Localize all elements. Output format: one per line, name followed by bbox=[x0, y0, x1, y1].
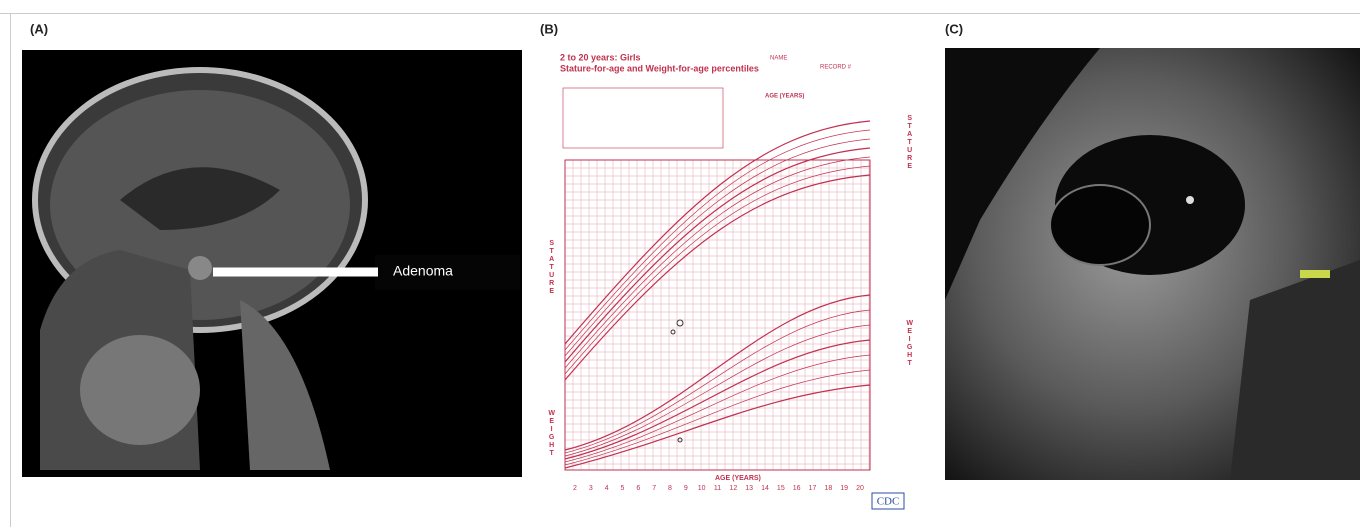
age-tick-label: 14 bbox=[761, 485, 769, 492]
record-label: RECORD # bbox=[820, 65, 852, 71]
age-tick-label: 18 bbox=[824, 485, 832, 492]
figure: (A) Adenoma (B) 2 to 20 years: Girls Sta… bbox=[0, 0, 1360, 527]
age-tick-label: 19 bbox=[840, 485, 848, 492]
age-tick-label: 7 bbox=[652, 485, 656, 492]
age-axis-top: AGE (YEARS) bbox=[765, 94, 804, 100]
age-tick-label: 11 bbox=[714, 485, 721, 492]
age-tick-label: 12 bbox=[729, 485, 737, 492]
cdc-logo: CDC bbox=[877, 496, 900, 508]
chart-title: 2 to 20 years: Girls bbox=[560, 52, 641, 62]
stature-label: STATURE bbox=[548, 240, 555, 296]
panel-label: (A) bbox=[30, 21, 48, 36]
age-tick-label: 4 bbox=[605, 485, 609, 492]
age-tick-label: 13 bbox=[745, 485, 753, 492]
age-tick-label: 3 bbox=[589, 485, 593, 492]
ultrasound-image bbox=[945, 48, 1360, 480]
weight-label: WEIGHT bbox=[547, 410, 555, 458]
age-axis: AGE (YEARS) bbox=[715, 475, 761, 482]
age-tick-label: 10 bbox=[698, 485, 706, 492]
age-tick-label: 5 bbox=[621, 485, 625, 492]
chart-subtitle: Stature-for-age and Weight-for-age perce… bbox=[560, 63, 759, 73]
weight-label-right: WEIGHT bbox=[905, 320, 913, 368]
page: {"panels":[ {"label":"(A)","annotation":… bbox=[0, 0, 1360, 532]
age-tick-label: 17 bbox=[809, 485, 817, 492]
age-tick-label: 20 bbox=[856, 485, 864, 492]
age-tick-label: 6 bbox=[636, 485, 640, 492]
stature-label-right: STATURE bbox=[906, 115, 913, 171]
age-tick-label: 15 bbox=[777, 485, 785, 492]
panel-label: (B) bbox=[540, 21, 558, 36]
age-tick-label: 2 bbox=[573, 485, 577, 492]
name-label: NAME bbox=[770, 56, 787, 62]
age-tick-label: 16 bbox=[793, 485, 801, 492]
age-tick-label: 8 bbox=[668, 485, 672, 492]
growth-chart: 2 to 20 years: Girls Stature-for-age and… bbox=[547, 50, 925, 525]
panel-label: (C) bbox=[945, 21, 963, 36]
annotation: Adenoma bbox=[393, 263, 453, 279]
age-tick-label: 9 bbox=[684, 485, 688, 492]
